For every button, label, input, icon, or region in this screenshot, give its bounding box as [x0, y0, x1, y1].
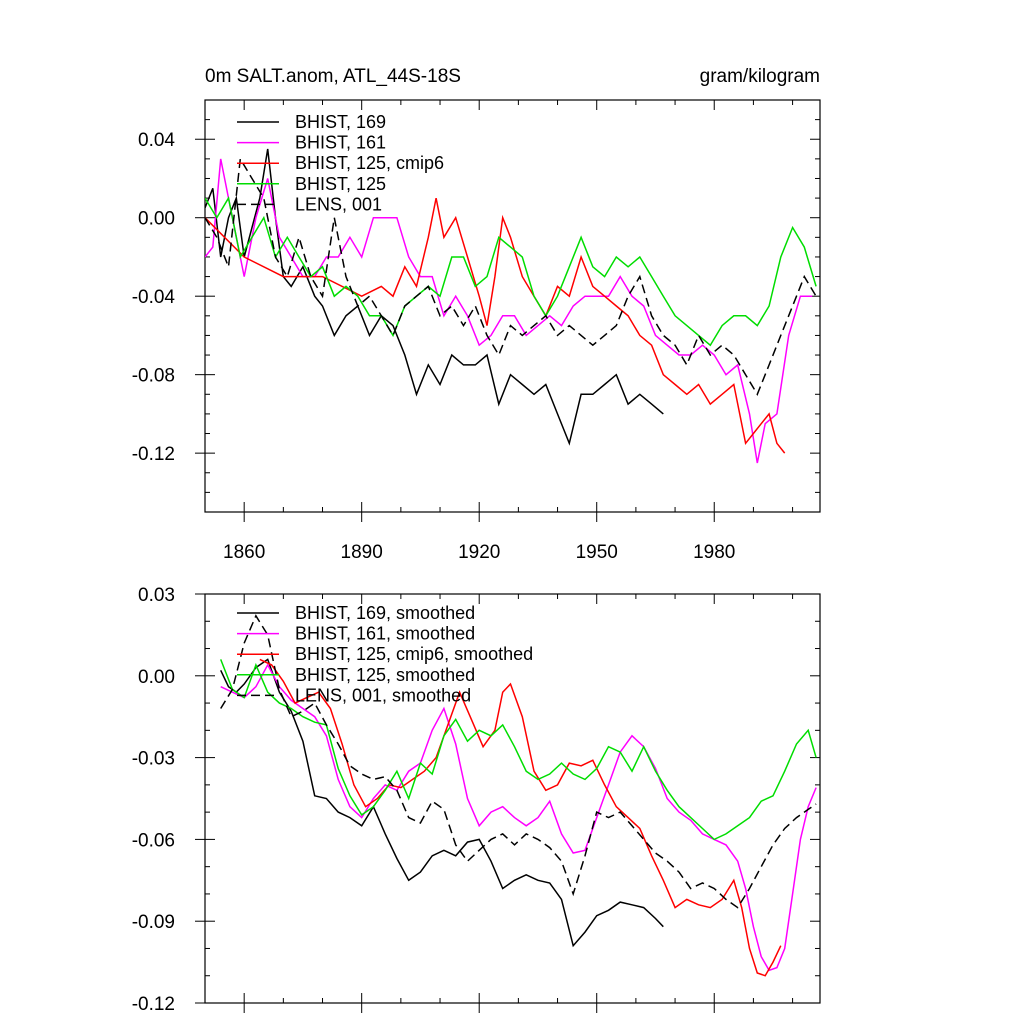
plot-frame: [204, 593, 821, 1004]
legend-label: BHIST, 125, cmip6, smoothed: [295, 644, 533, 664]
legend-label: BHIST, 161: [295, 133, 386, 153]
top-title-left: 0m SALT.anom, ATL_44S-18S: [205, 66, 461, 87]
legend-label: BHIST, 161, smoothed: [295, 624, 475, 644]
y-tick-label: -0.09: [132, 912, 175, 933]
series-line-bhist-161-smoothed: [220, 663, 817, 972]
series-line-lens-001-smoothed: [220, 614, 817, 909]
x-tick-label: 1920: [458, 542, 500, 563]
x-tick-label: 1950: [576, 542, 618, 563]
y-tick-label: -0.04: [132, 287, 176, 308]
legend-label: LENS, 001: [295, 194, 382, 214]
bottom-plot: 0.03 0.00 -0.03 -0.06 -0.09 -0.12 BHIST, 169, …: [132, 585, 821, 1015]
y-tick-label: -0.08: [132, 366, 175, 387]
y-tick-label: 0.00: [138, 667, 175, 688]
legend-label: BHIST, 169, smoothed: [295, 603, 475, 623]
series-line-lens-001: [205, 156, 817, 396]
series-line-bhist-125: [205, 196, 817, 347]
series-line-bhist-169-smoothed: [220, 658, 664, 948]
legend-label: BHIST, 125: [295, 174, 386, 194]
y-tick-label: 0.00: [138, 209, 175, 230]
y-tick-label: -0.12: [132, 444, 175, 465]
y-tick-label: -0.06: [132, 830, 175, 851]
legend-label: LENS, 001, smoothed: [295, 685, 471, 705]
legend-label: BHIST, 125, smoothed: [295, 665, 475, 685]
series-line-bhist-125-cmip6-smoothed: [259, 658, 782, 977]
x-tick-label: 1890: [341, 542, 383, 563]
top-plot: 1860 1890 1920 1950 1980 0.04 0.00 -0.04 -0.08 -0…: [132, 99, 821, 563]
legend-label: BHIST, 169: [295, 112, 386, 132]
series-line-bhist-161: [205, 158, 813, 464]
top-title-right: gram/kilogram: [700, 66, 820, 87]
x-tick-label: 1980: [693, 542, 735, 563]
y-tick-label: 0.03: [138, 585, 175, 606]
y-tick-label: -0.12: [132, 994, 175, 1015]
y-tick-label: 0.04: [138, 130, 175, 151]
series-line-bhist-169: [205, 148, 664, 446]
plot-frame: [204, 99, 821, 513]
x-tick-label: 1860: [223, 542, 265, 563]
y-tick-label: -0.03: [132, 749, 175, 770]
series-line-bhist-125-cmip6: [205, 197, 786, 454]
series-line-bhist-125-smoothed: [220, 659, 817, 841]
legend-label: BHIST, 125, cmip6: [295, 153, 444, 173]
